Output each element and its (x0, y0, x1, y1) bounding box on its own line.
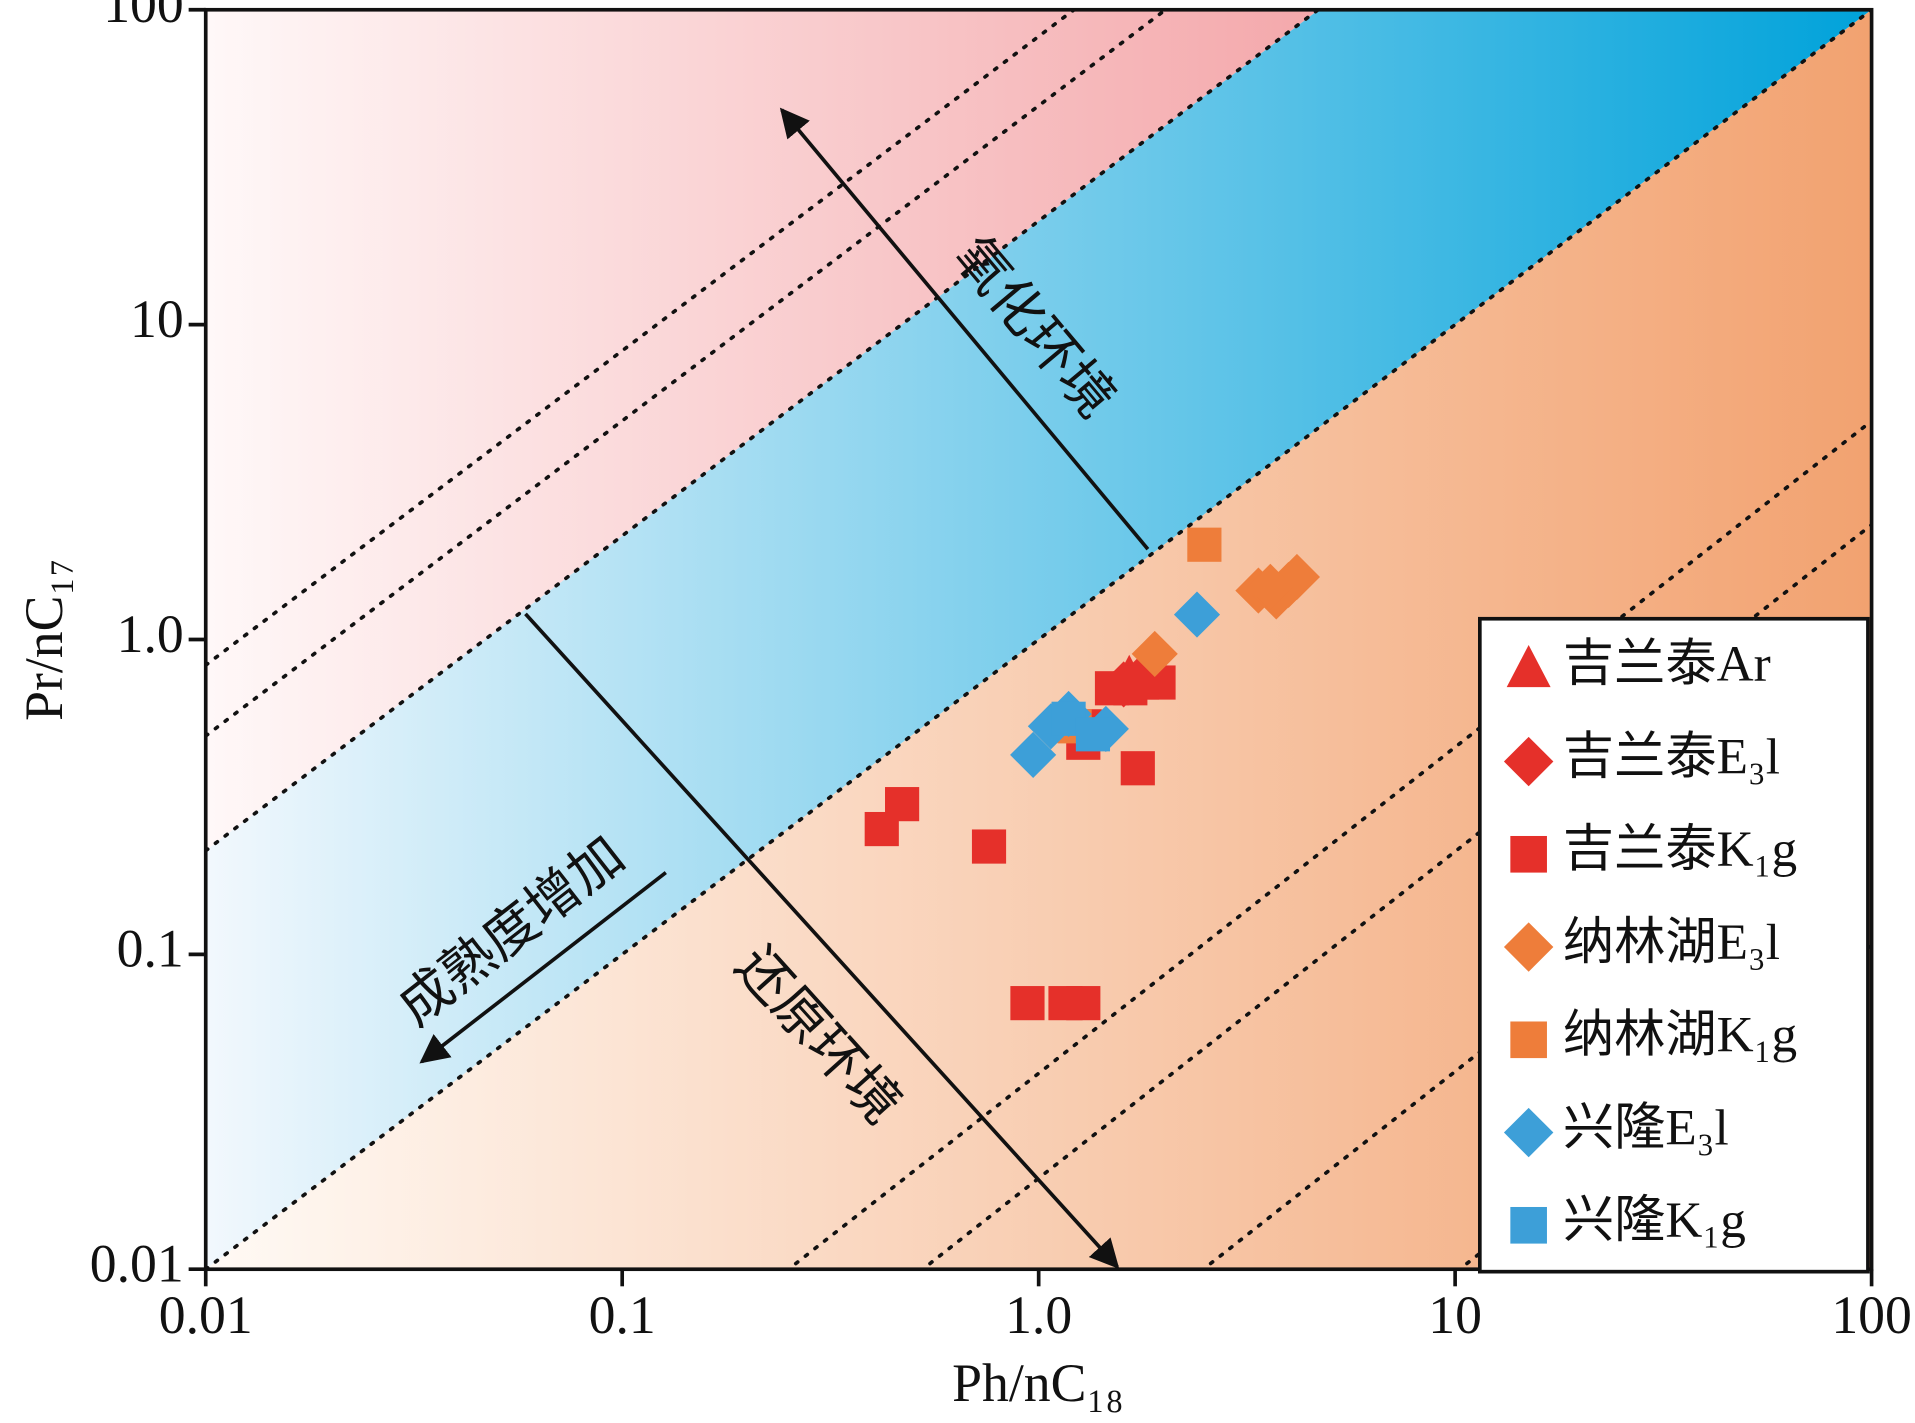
arrow (524, 612, 1120, 1269)
marker (1066, 986, 1101, 1021)
y-tick-label: 1.0 (117, 604, 184, 664)
x-tick-label: 100 (1831, 1285, 1912, 1345)
marker (1187, 527, 1222, 562)
legend-marker (1503, 1107, 1554, 1158)
y-tick-label: 0.01 (90, 1234, 184, 1294)
legend-marker (1510, 835, 1547, 873)
arrow (419, 871, 667, 1064)
marker (1131, 630, 1178, 677)
guide-line (205, 9, 1322, 853)
marker (1010, 986, 1045, 1021)
legend-marker (1503, 736, 1554, 787)
y-axis-label: Pr/nC₁₇ (14, 558, 74, 721)
marker (885, 787, 920, 822)
legend-label: 吉兰泰K₁g (1563, 821, 1797, 878)
marker (1273, 553, 1320, 601)
x-tick-label: 1.0 (1005, 1285, 1072, 1345)
x-axis-label: Ph/nC₁₈ (952, 1353, 1124, 1413)
zones (205, 9, 1872, 1270)
legend-label: 纳林湖K₁g (1563, 1007, 1797, 1064)
marker (1010, 731, 1057, 778)
x-tick-label: 0.01 (159, 1285, 253, 1345)
x-tick-label: 0.1 (589, 1285, 656, 1345)
legend-marker (1510, 1206, 1547, 1244)
marker (1120, 751, 1155, 786)
legend-marker (1503, 922, 1554, 972)
arrow (779, 107, 1150, 551)
guide-line (785, 419, 1872, 1270)
y-tick-label: 100 (103, 0, 184, 34)
y-tick-label: 10 (130, 289, 184, 349)
legend-label: 纳林湖E₃l (1563, 914, 1780, 971)
legend-label: 吉兰泰Ar (1563, 636, 1771, 693)
marker (1247, 563, 1294, 610)
legend-label: 吉兰泰E₃l (1563, 728, 1780, 785)
marker (971, 829, 1007, 864)
legend-label: 兴隆K₁g (1563, 1192, 1746, 1249)
marker (1075, 717, 1111, 752)
guide-line (205, 9, 1077, 667)
x-tick-label: 10 (1428, 1285, 1482, 1345)
y-tick-label: 0.1 (117, 919, 184, 979)
legend-label: 兴隆E₃l (1563, 1099, 1729, 1156)
guide-line (205, 9, 1169, 738)
guide-line (1200, 742, 1872, 1270)
legend-marker (1510, 1021, 1547, 1059)
legend-marker (1506, 644, 1551, 688)
